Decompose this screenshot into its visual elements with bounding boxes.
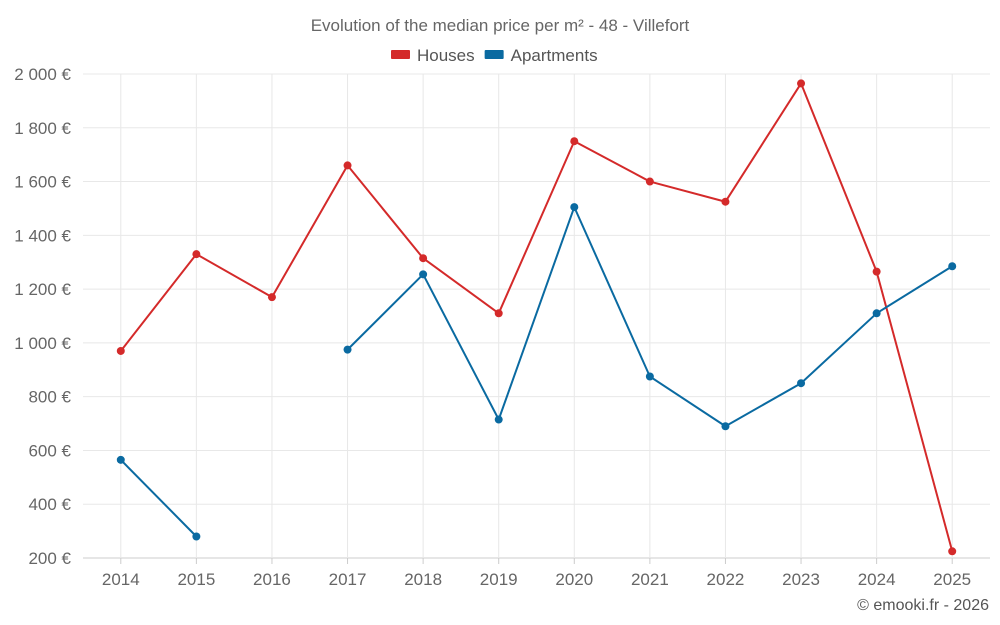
x-axis-ticks: 2014 2015 2016 2017 2018 2019 2020 2021 2022 2023…: [102, 558, 971, 589]
grid-lines: [83, 73, 990, 559]
y-tick-label: 1 400 €: [14, 226, 71, 245]
x-tick-label: 2021: [631, 570, 669, 589]
y-tick-label: 2 000 €: [14, 65, 71, 84]
apartments-point: [872, 309, 881, 318]
series-apartments: [116, 203, 957, 541]
x-tick-label: 2015: [177, 570, 215, 589]
x-tick-label: 2019: [480, 570, 518, 589]
apartments-point: [721, 422, 730, 431]
houses-point: [645, 177, 654, 186]
houses-point: [570, 137, 579, 146]
apartments-point: [419, 270, 428, 279]
legend-label: Apartments: [511, 46, 598, 65]
legend-item-houses[interactable]: Houses: [391, 46, 475, 65]
y-tick-label: 600 €: [28, 441, 71, 460]
houses-point: [116, 346, 125, 355]
series-layer: [116, 79, 957, 556]
y-tick-label: 200 €: [28, 549, 71, 568]
x-tick-label: 2014: [102, 570, 140, 589]
houses-point: [267, 293, 276, 302]
houses-point: [343, 161, 352, 170]
x-tick-label: 2024: [858, 570, 896, 589]
x-tick-label: 2016: [253, 570, 291, 589]
houses-point: [872, 267, 881, 276]
x-tick-label: 2020: [555, 570, 593, 589]
y-tick-label: 800 €: [28, 388, 71, 407]
apartments-point: [797, 379, 806, 388]
legend-item-apartments[interactable]: Apartments: [484, 46, 598, 65]
houses-point: [192, 250, 201, 259]
x-tick-label: 2018: [404, 570, 442, 589]
apartments-point: [570, 203, 579, 212]
legend-swatch: [484, 50, 504, 59]
apartments-point: [948, 262, 957, 271]
chart-legend: Houses Apartments: [391, 46, 598, 65]
apartments-point: [645, 372, 654, 381]
y-axis-ticks: 200 € 400 € 600 € 800 € 1 000 € 1 200 € 1 400 …: [14, 65, 71, 568]
houses-point: [797, 79, 806, 88]
series-houses: [116, 79, 957, 556]
chart-title: Evolution of the median price per m² - 4…: [311, 16, 690, 35]
x-tick-label: 2022: [707, 570, 745, 589]
credit-text: © emooki.fr - 2026: [857, 597, 989, 614]
apartments-point: [494, 415, 503, 424]
x-tick-label: 2025: [933, 570, 971, 589]
x-tick-label: 2023: [782, 570, 820, 589]
y-tick-label: 1 800 €: [14, 119, 71, 138]
legend-swatch: [391, 50, 410, 59]
houses-point: [494, 309, 503, 318]
houses-line: [120, 82, 954, 552]
y-tick-label: 1 600 €: [14, 173, 71, 192]
houses-point: [721, 197, 730, 206]
houses-point: [419, 254, 428, 263]
x-tick-label: 2017: [329, 570, 367, 589]
apartments-point: [192, 532, 201, 541]
apartments-line: [120, 459, 198, 538]
apartments-point: [116, 455, 125, 464]
legend-label: Houses: [417, 46, 475, 65]
apartments-point: [343, 345, 352, 354]
y-tick-label: 400 €: [28, 495, 71, 514]
y-tick-label: 1 000 €: [14, 334, 71, 353]
y-tick-label: 1 200 €: [14, 280, 71, 299]
houses-point: [948, 547, 957, 556]
